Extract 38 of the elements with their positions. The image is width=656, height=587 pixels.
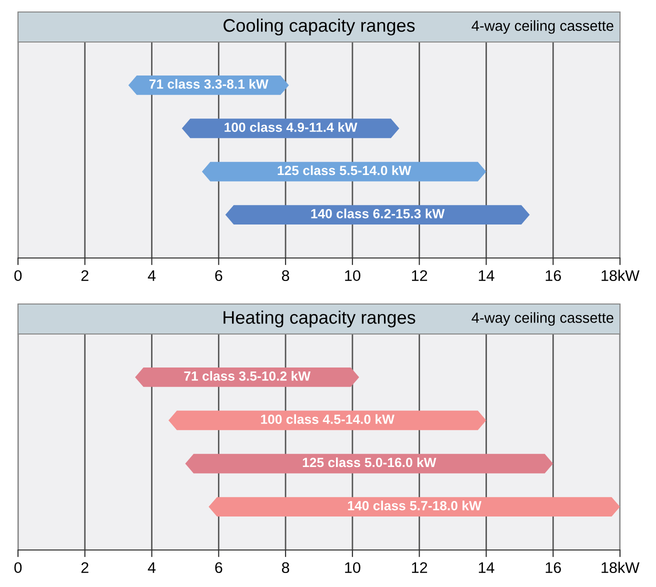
x-tick-label: 16: [546, 270, 561, 282]
x-tick-label: 6: [215, 270, 222, 282]
x-tick-label: 8: [282, 270, 290, 282]
annotation: 125 class 5.5-14.0 kW: [278, 165, 412, 176]
bar: [225, 205, 530, 225]
x-tick-label: 18kW: [602, 270, 640, 282]
x-tick-label: 0: [14, 270, 22, 282]
annotation: 100 class 4.9-11.4 kW: [224, 122, 358, 132]
chart-title: Cooling capacity ranges: [224, 18, 415, 36]
chart-title: Heating capacity ranges: [224, 310, 416, 328]
x-tick-label: 0: [14, 562, 22, 574]
annotation: 71 class 3.5-10.2 kW: [184, 371, 311, 381]
bar: [135, 367, 360, 387]
bar: [202, 162, 486, 182]
x-tick-label: 6: [215, 562, 222, 574]
chart-subtitle: 4-way ceiling cassette: [472, 20, 614, 34]
chart-subtitle: 4-way ceiling cassette: [472, 312, 614, 326]
bar: [208, 497, 620, 517]
x-tick-label: 12: [412, 270, 428, 281]
annotation: 71 class 3.3-8.1 kW: [149, 79, 268, 89]
annotation: 140 class 6.2-15.3 kW: [311, 208, 445, 218]
x-tick-label: 2: [81, 562, 88, 573]
x-tick-label: 4: [148, 562, 156, 573]
annotation: 140 class 5.7-18.0 kW: [348, 500, 482, 510]
x-tick-label: 12: [412, 562, 428, 573]
bar: [168, 410, 486, 430]
x-tick-label: 10: [345, 562, 360, 574]
bar: [185, 454, 554, 474]
x-tick-label: 16: [546, 562, 561, 574]
x-tick-label: 2: [81, 270, 88, 281]
annotation: 125 class 5.0-16.0 kW: [302, 457, 436, 468]
x-tick-label: 14: [478, 270, 494, 281]
x-tick-label: 14: [478, 562, 494, 573]
x-tick-label: 4: [148, 270, 156, 281]
x-tick-label: 18kW: [602, 562, 640, 574]
annotation: 100 class 4.5-14.0 kW: [261, 414, 394, 424]
x-tick-label: 8: [282, 562, 290, 574]
x-tick-label: 10: [345, 270, 360, 282]
